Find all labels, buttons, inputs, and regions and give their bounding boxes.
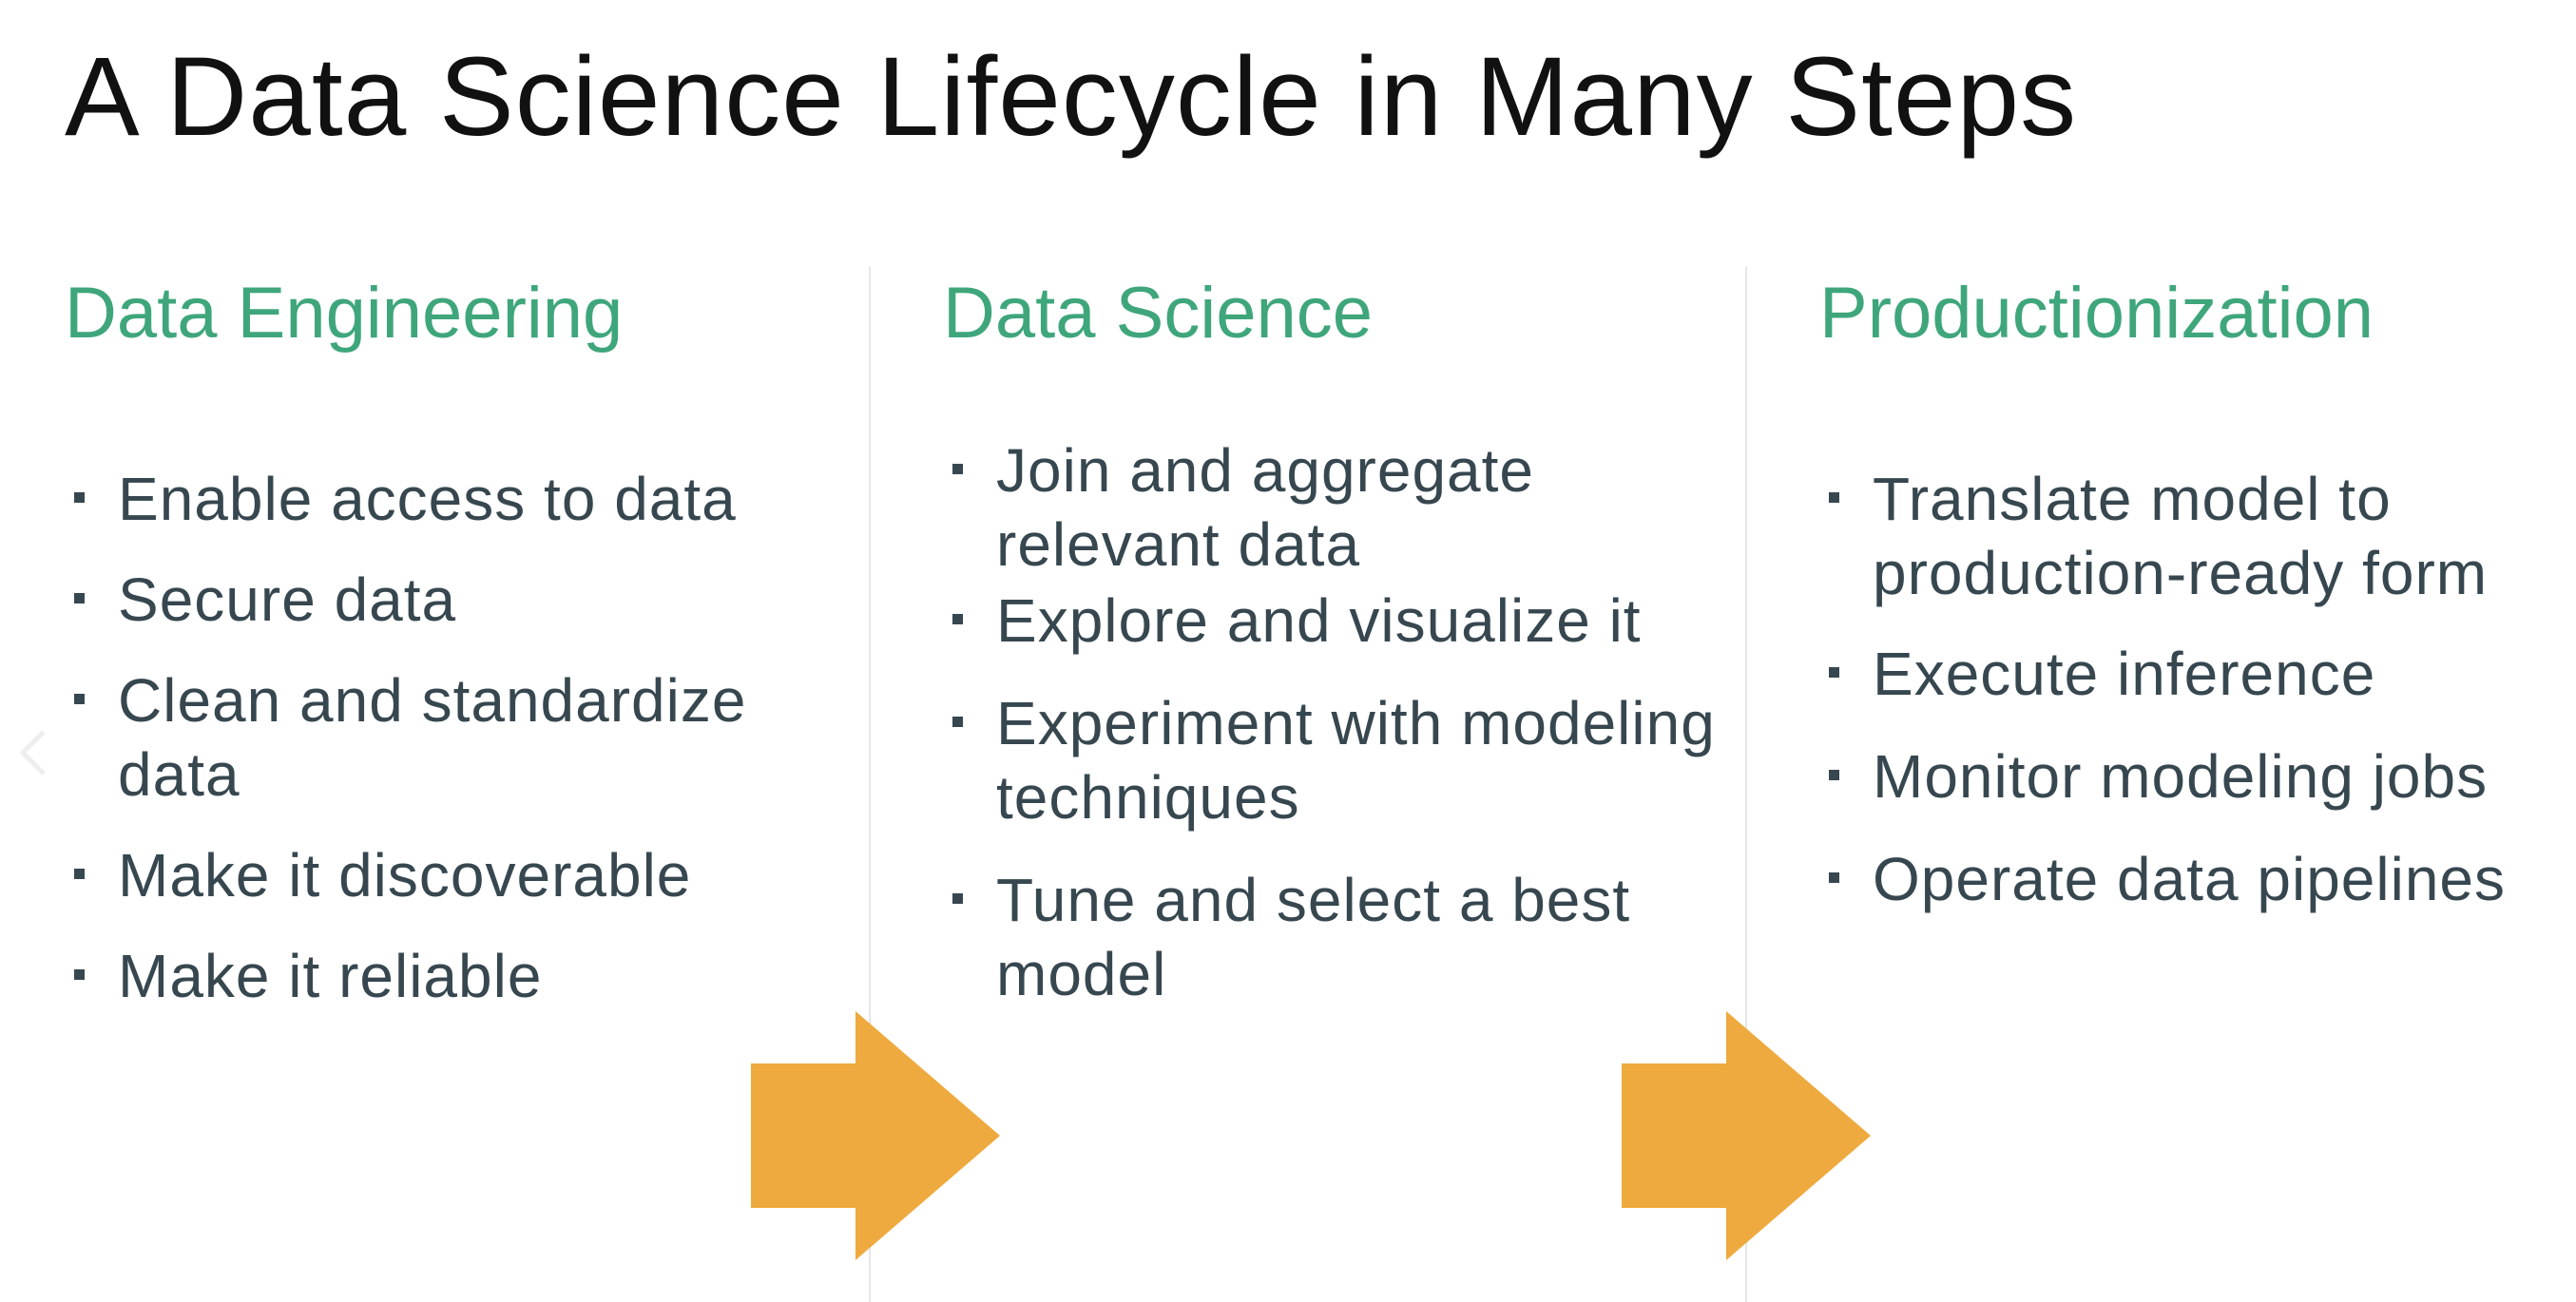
column-data-science: Data Science Join and aggregate relevant… xyxy=(943,274,1722,1011)
column-divider xyxy=(869,266,871,1302)
bullet-icon xyxy=(1829,491,1839,503)
list-item: Join and aggregate relevant data xyxy=(943,433,1681,582)
slide-title: A Data Science Lifecycle in Many Steps xyxy=(65,34,2078,160)
bullet-list: Join and aggregate relevant data Explore… xyxy=(943,433,1722,1011)
bullet-icon xyxy=(74,968,85,980)
column-heading: Data Engineering xyxy=(65,273,624,354)
list-item: Translate model to production-ready form xyxy=(1819,462,2576,610)
bullet-icon xyxy=(74,693,85,704)
column-data-engineering: Data Engineering Enable access to data S… xyxy=(65,274,844,1013)
list-item: Enable access to data xyxy=(65,462,844,536)
column-divider xyxy=(1745,266,1747,1302)
bullet-icon xyxy=(952,613,963,624)
list-item: Secure data xyxy=(65,563,844,637)
bullet-icon xyxy=(74,592,85,603)
list-item: Tune and select a best model xyxy=(943,863,1681,1011)
bullet-icon xyxy=(74,868,85,879)
column-productionization: Productionization Translate model to pro… xyxy=(1819,274,2570,916)
bullet-icon xyxy=(952,716,963,727)
list-item: Execute inference xyxy=(1819,637,2570,711)
list-item: Explore and visualize it xyxy=(943,584,1722,658)
column-heading: Data Science xyxy=(943,273,1374,354)
chevron-left-icon[interactable] xyxy=(15,724,53,781)
bullet-list: Enable access to data Secure data Clean … xyxy=(65,462,844,1013)
list-item: Operate data pipelines xyxy=(1819,842,2570,916)
column-heading: Productionization xyxy=(1819,273,2374,354)
list-item: Monitor modeling jobs xyxy=(1819,739,2570,814)
bullet-icon xyxy=(1829,769,1839,780)
bullet-icon xyxy=(952,892,963,904)
right-arrow-icon xyxy=(751,1011,1000,1260)
right-arrow-icon xyxy=(1622,1011,1871,1260)
list-item: Experiment with modeling techniques xyxy=(943,686,1719,834)
list-item: Make it discoverable xyxy=(65,838,844,912)
bullet-list: Translate model to production-ready form… xyxy=(1819,462,2570,916)
bullet-icon xyxy=(1829,666,1839,678)
list-item: Clean and standardize data xyxy=(65,663,802,812)
bullet-icon xyxy=(952,463,963,474)
bullet-icon xyxy=(74,491,85,503)
list-item: Make it reliable xyxy=(65,939,844,1013)
bullet-icon xyxy=(1829,871,1839,883)
